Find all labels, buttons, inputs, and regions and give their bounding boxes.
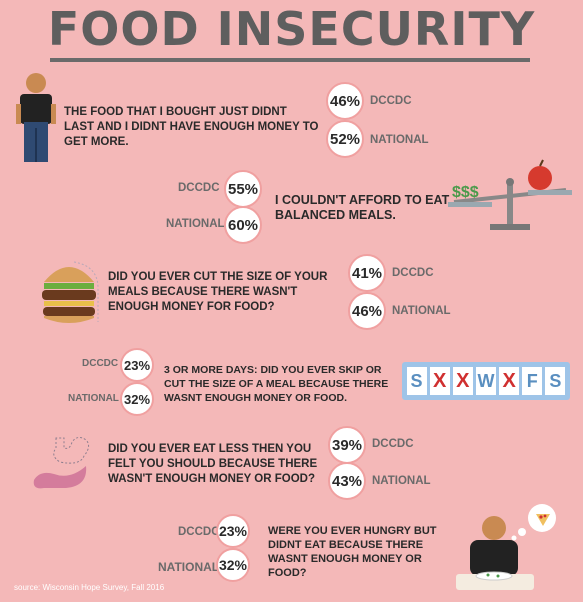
calendar-icon: S X X W X F S — [402, 362, 570, 400]
dccdc-percent-2: 55% — [224, 170, 262, 208]
question-2: I COULDN'T AFFORD TO EAT BALANCED MEALS. — [275, 193, 450, 222]
calendar-day-f: F — [522, 367, 543, 395]
question-3: DID YOU EVER CUT THE SIZE OF YOUR MEALS … — [108, 271, 328, 313]
stomach-icon — [33, 436, 90, 489]
calendar-day-x1: X — [429, 367, 450, 395]
question-4: 3 OR MORE DAYS: DID YOU EVER SKIP OR CUT… — [164, 364, 389, 404]
dccdc-label-3: DCCDC — [392, 267, 434, 279]
source-note: source: Wisconsin Hope Survey, Fall 2016 — [14, 583, 165, 592]
national-percent-2: 60% — [224, 206, 262, 244]
dccdc-label-6: DCCDC — [178, 526, 220, 538]
calendar-day-x3: X — [499, 367, 520, 395]
scale-icon — [448, 159, 572, 230]
burger-icon — [42, 261, 99, 323]
calendar-day-s2: S — [545, 367, 566, 395]
calendar-day-s1: S — [406, 367, 427, 395]
dccdc-percent-5: 39% — [328, 426, 366, 464]
national-percent-4: 32% — [120, 382, 154, 416]
national-percent-3: 46% — [348, 292, 386, 330]
dccdc-percent-3: 41% — [348, 254, 386, 292]
title-underline — [50, 58, 530, 62]
national-percent-5: 43% — [328, 462, 366, 500]
national-label-6: NATIONAL — [158, 560, 220, 574]
national-label-4: NATIONAL — [68, 393, 119, 404]
person-icon — [16, 73, 56, 162]
question-1: THE FOOD THAT I BOUGHT JUST DIDNT LAST A… — [64, 106, 319, 148]
national-percent-6: 32% — [216, 548, 250, 582]
dccdc-percent-6: 23% — [216, 514, 250, 548]
hungry-person-icon — [456, 504, 556, 590]
dccdc-label-5: DCCDC — [372, 438, 414, 450]
national-label-5: NATIONAL — [372, 475, 431, 487]
national-label-1: NATIONAL — [370, 134, 429, 146]
question-5: DID YOU EVER EAT LESS THEN YOU FELT YOU … — [108, 443, 318, 485]
dccdc-percent-1: 46% — [326, 82, 364, 120]
calendar-day-x2: X — [452, 367, 473, 395]
national-label-2: NATIONAL — [166, 218, 225, 230]
dccdc-percent-4: 23% — [120, 348, 154, 382]
calendar-day-w: W — [475, 367, 496, 395]
page-title: FOOD INSECURITY — [47, 2, 536, 56]
national-percent-1: 52% — [326, 120, 364, 158]
dccdc-label-1: DCCDC — [370, 95, 412, 107]
national-label-3: NATIONAL — [392, 305, 451, 317]
dccdc-label-4: DCCDC — [82, 358, 119, 369]
dollar-signs: $$$ — [452, 184, 479, 201]
dccdc-label-2: DCCDC — [178, 182, 220, 194]
question-6: WERE YOU EVER HUNGRY BUT DIDNT EAT BECAU… — [268, 525, 437, 579]
